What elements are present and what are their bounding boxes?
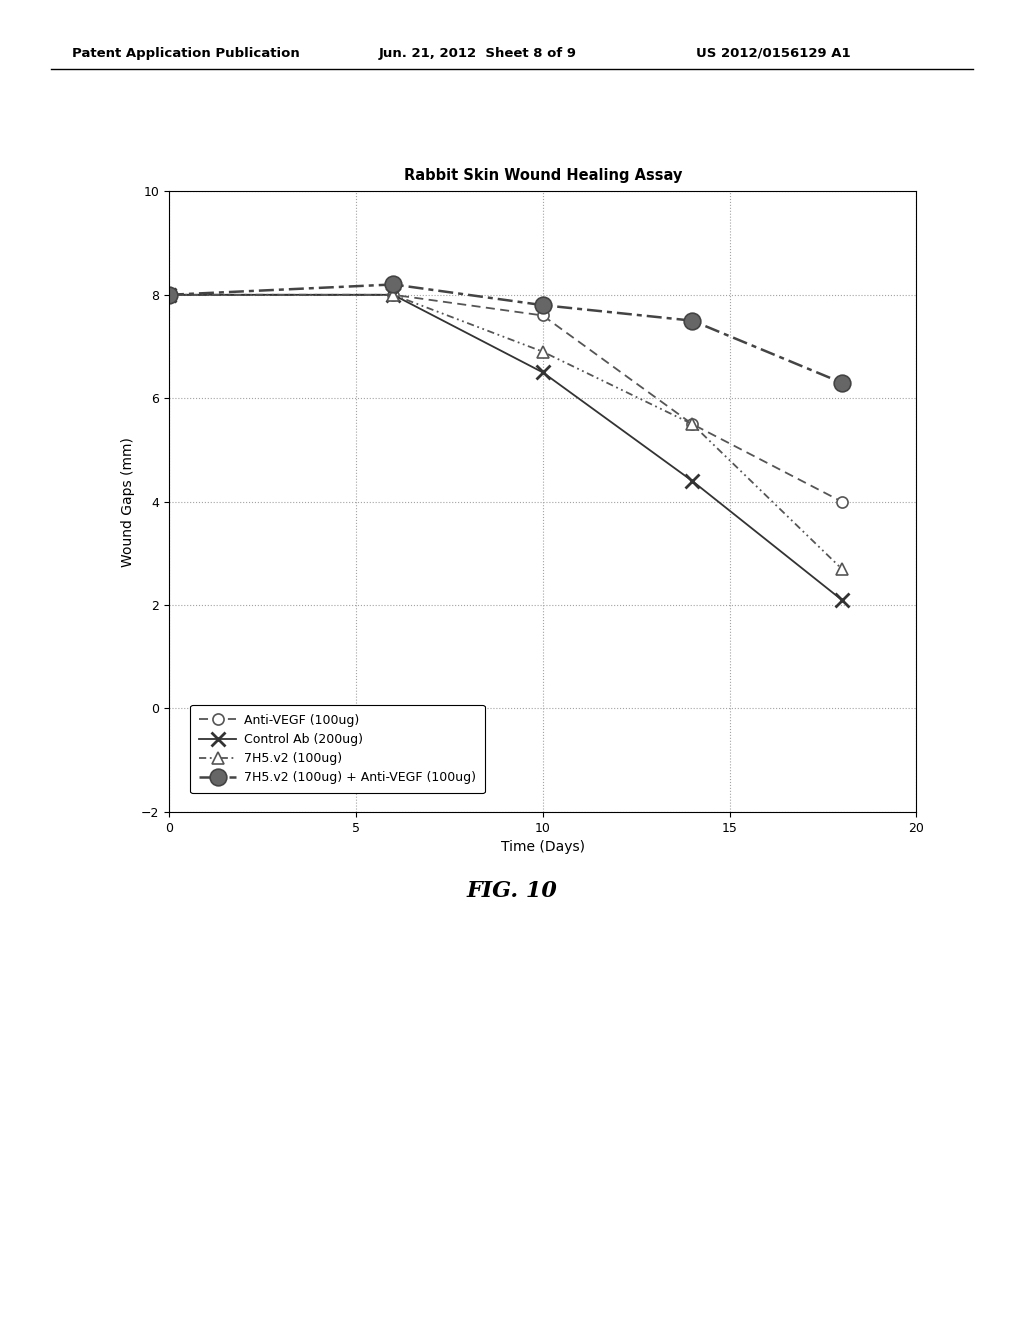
Text: Patent Application Publication: Patent Application Publication: [72, 46, 299, 59]
Control Ab (200ug): [686, 473, 698, 488]
Title: Rabbit Skin Wound Healing Assay: Rabbit Skin Wound Healing Assay: [403, 168, 682, 183]
7H5.v2 (100ug) + Anti-VEGF (100ug): [387, 277, 399, 293]
7H5.v2 (100ug) + Anti-VEGF (100ug): [686, 313, 698, 329]
Line: 7H5.v2 (100ug) + Anti-VEGF (100ug): 7H5.v2 (100ug) + Anti-VEGF (100ug): [161, 276, 850, 391]
Text: Jun. 21, 2012  Sheet 8 of 9: Jun. 21, 2012 Sheet 8 of 9: [379, 46, 577, 59]
Text: FIG. 10: FIG. 10: [467, 880, 557, 902]
7H5.v2 (100ug) + Anti-VEGF (100ug): [163, 286, 175, 302]
7H5.v2 (100ug): [686, 416, 698, 432]
Legend: Anti-VEGF (100ug), Control Ab (200ug), 7H5.v2 (100ug), 7H5.v2 (100ug) + Anti-VEG: Anti-VEGF (100ug), Control Ab (200ug), 7…: [190, 705, 484, 793]
Anti-VEGF (100ug): [387, 286, 399, 302]
Y-axis label: Wound Gaps (mm): Wound Gaps (mm): [121, 437, 135, 566]
Anti-VEGF (100ug): [836, 494, 848, 510]
Anti-VEGF (100ug): [163, 286, 175, 302]
Control Ab (200ug): [387, 286, 399, 302]
Control Ab (200ug): [836, 591, 848, 607]
Control Ab (200ug): [163, 286, 175, 302]
Text: US 2012/0156129 A1: US 2012/0156129 A1: [696, 46, 851, 59]
Anti-VEGF (100ug): [686, 416, 698, 432]
7H5.v2 (100ug) + Anti-VEGF (100ug): [537, 297, 549, 313]
Line: Anti-VEGF (100ug): Anti-VEGF (100ug): [164, 289, 847, 507]
7H5.v2 (100ug): [387, 286, 399, 302]
Control Ab (200ug): [537, 364, 549, 380]
7H5.v2 (100ug): [537, 343, 549, 359]
X-axis label: Time (Days): Time (Days): [501, 840, 585, 854]
7H5.v2 (100ug) + Anti-VEGF (100ug): [836, 375, 848, 391]
7H5.v2 (100ug): [836, 561, 848, 577]
Line: Control Ab (200ug): Control Ab (200ug): [162, 288, 849, 607]
7H5.v2 (100ug): [163, 286, 175, 302]
Line: 7H5.v2 (100ug): 7H5.v2 (100ug): [163, 289, 848, 576]
Anti-VEGF (100ug): [537, 308, 549, 323]
